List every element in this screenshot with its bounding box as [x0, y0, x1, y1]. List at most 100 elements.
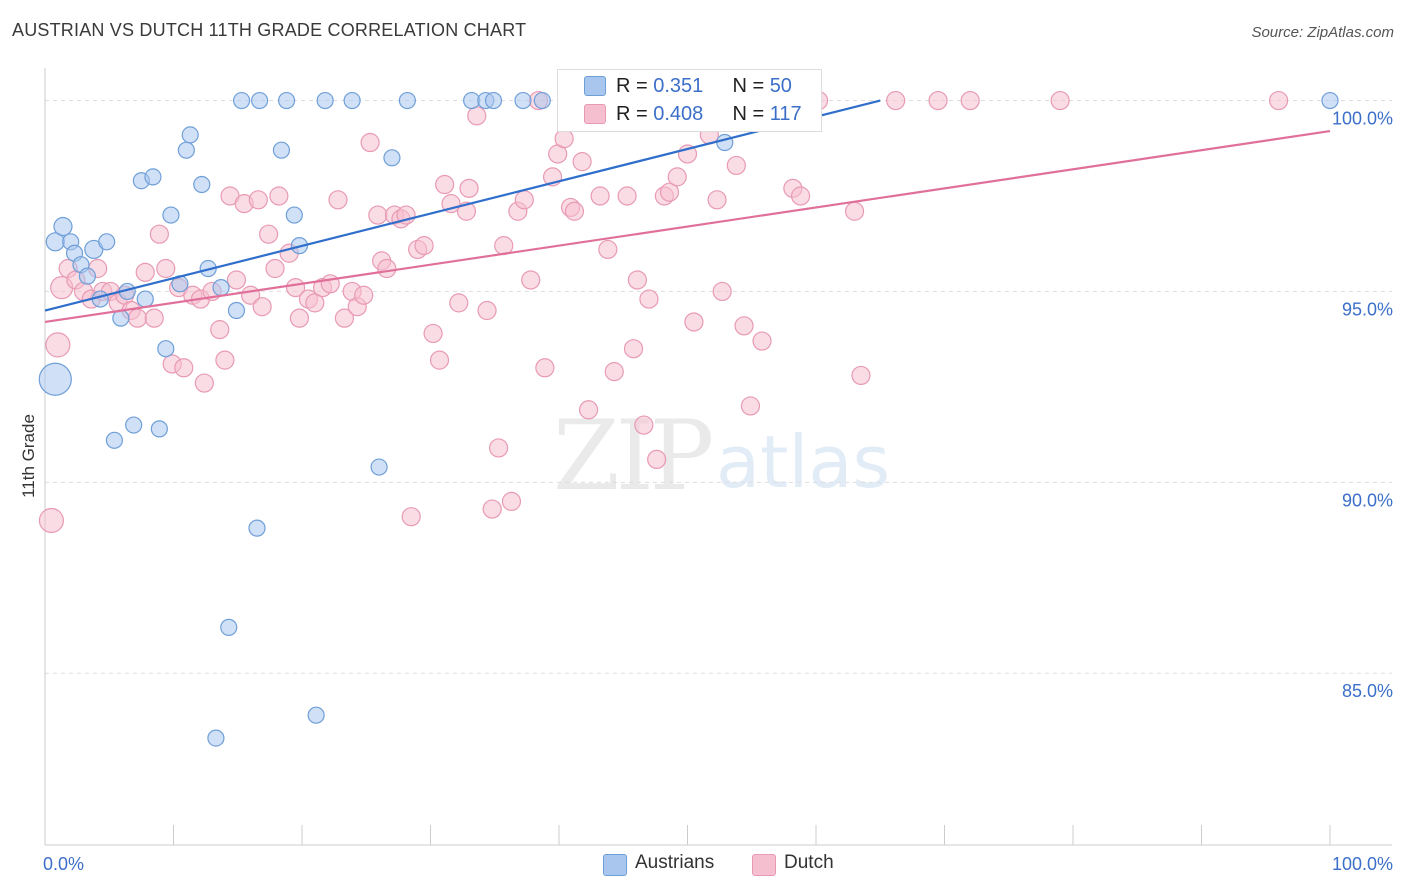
austrian-point: [383, 149, 401, 167]
dutch-n-value: 117: [769, 103, 802, 125]
dutch-point: [726, 155, 746, 176]
austrian-point: [233, 91, 251, 110]
austrian-point: [53, 216, 73, 237]
austrian-point: [248, 519, 266, 537]
dutch-point: [226, 270, 247, 290]
dutch-point: [851, 365, 871, 386]
dutch-r-value: 0.408: [653, 103, 704, 125]
austrian-point: [98, 233, 116, 251]
dutch-point: [368, 205, 388, 225]
dutch-point: [320, 274, 340, 294]
austrian-point: [150, 420, 168, 438]
austrian-point: [716, 133, 734, 152]
dutch-point: [156, 258, 176, 279]
dutch-point: [194, 373, 214, 393]
dutch-point: [590, 186, 610, 206]
dutch-r-label: R =: [616, 103, 654, 125]
dutch-point: [740, 396, 761, 416]
dutch-point: [734, 316, 754, 336]
dutch-point: [634, 415, 654, 435]
dutch-swatch: [584, 104, 606, 124]
y-axis-title: 11th Grade: [19, 414, 38, 498]
watermark-zip: ZIP: [553, 400, 714, 512]
dutch-point: [1050, 90, 1070, 111]
x-tick-label: 0.0%: [43, 854, 84, 874]
austrians-r-label: R =: [616, 75, 654, 97]
austrian-point: [227, 301, 246, 320]
austrian-point: [157, 340, 175, 358]
dutch-point: [38, 507, 65, 534]
chart-title: AUSTRIAN VS DUTCH 11TH GRADE CORRELATION…: [12, 20, 527, 40]
dutch-points: [38, 90, 1289, 534]
dutch-point: [449, 293, 469, 313]
dutch-point: [659, 182, 680, 202]
austrian-point: [370, 458, 388, 476]
austrians-swatch: [584, 76, 606, 96]
austrian-point: [285, 206, 303, 224]
austrians-n-label: N =: [732, 75, 770, 97]
dutch-point: [617, 186, 637, 206]
dutch-point: [477, 300, 497, 321]
dutch-point: [928, 90, 948, 111]
dutch-point: [627, 270, 647, 290]
dutch-point: [684, 312, 704, 332]
austrian-point: [207, 729, 225, 747]
dutch-point: [269, 186, 289, 206]
dutch-legend-swatch: [752, 854, 776, 876]
austrian-point: [250, 91, 269, 110]
dutch-point: [790, 186, 811, 206]
trendlines: [44, 99, 1331, 324]
dutch-point: [45, 332, 71, 358]
dutch-point: [647, 449, 667, 470]
dutch-point: [598, 239, 618, 260]
dutch-point: [377, 258, 397, 279]
gridlines: [45, 100, 1392, 674]
dutch-point: [423, 323, 443, 344]
dutch-point: [144, 308, 164, 328]
dutch-point: [135, 262, 155, 282]
austrian-point: [277, 91, 296, 110]
dutch-point: [305, 293, 325, 313]
dutch-point: [667, 167, 687, 187]
austrian-point: [307, 706, 325, 724]
legend-austrians-text: R = 0.351 N = 50: [616, 75, 792, 98]
dutch-point: [482, 499, 502, 519]
dutch-point: [707, 190, 727, 210]
watermark-atlas: atlas: [716, 420, 890, 504]
austrian-point: [193, 175, 211, 194]
austrian-point: [144, 168, 162, 186]
dutch-point: [174, 358, 194, 378]
dutch-point: [521, 270, 541, 290]
dutch-point: [564, 201, 585, 221]
austrian-points: [38, 91, 1339, 747]
dutch-point: [354, 285, 374, 305]
y-tick-label: 90.0%: [1342, 490, 1393, 510]
correlation-legend: R = 0.351 N = 50 R = 0.408 N = 117: [557, 69, 822, 132]
dutch-point: [572, 152, 592, 172]
dutch-point: [149, 224, 169, 244]
y-tick-label: 100.0%: [1332, 109, 1393, 129]
dutch-point: [886, 90, 906, 111]
dutch-point: [248, 190, 268, 210]
y-tick-label: 95.0%: [1342, 299, 1393, 319]
austrian-point: [484, 91, 503, 110]
dutch-point: [401, 507, 421, 527]
austrian-point: [316, 91, 334, 110]
dutch-point: [752, 331, 772, 351]
austrian-point: [272, 141, 291, 159]
dutch-point: [265, 258, 285, 279]
austrian-point: [177, 141, 195, 159]
dutch-point: [252, 297, 272, 317]
dutch-point: [360, 132, 380, 153]
dutch-point: [414, 236, 434, 256]
dutch-point: [844, 201, 865, 221]
x-tick-label: 100.0%: [1332, 854, 1393, 874]
dutch-point: [554, 129, 574, 149]
dutch-point: [328, 190, 348, 210]
dutch-point: [712, 281, 732, 302]
austrian-point: [105, 431, 123, 449]
tick-labels: 85.0% 90.0% 95.0% 100.0% 0.0% 100.0%: [43, 109, 1393, 874]
dutch-point: [210, 320, 230, 340]
dutch-point: [639, 289, 659, 309]
dutch-point: [459, 178, 479, 198]
